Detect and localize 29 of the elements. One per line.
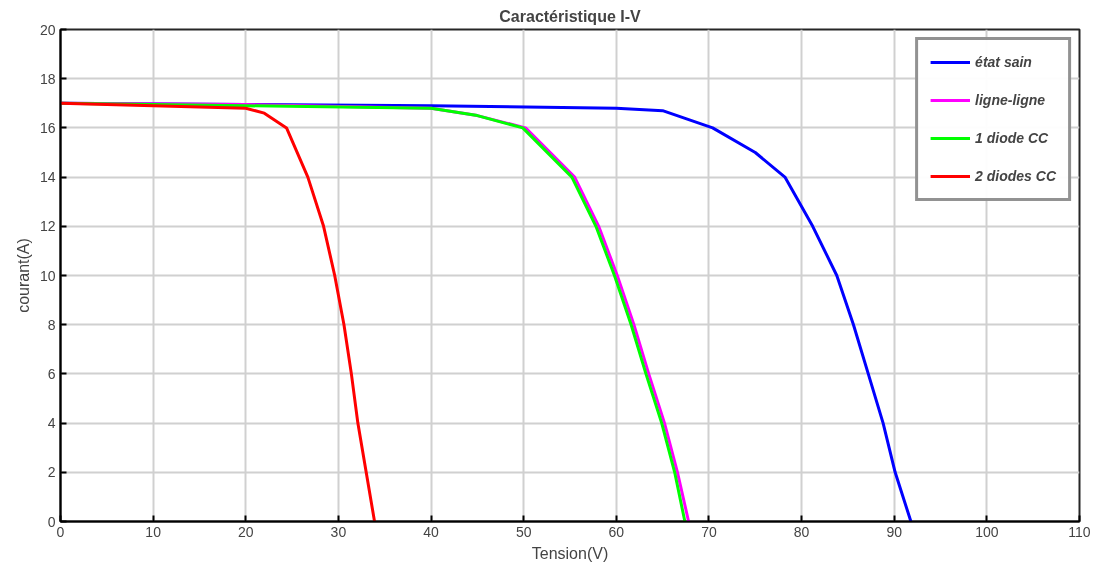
legend-label: 2 diodes CC [975,168,1056,184]
legend-label: ligne-ligne [975,92,1046,108]
y-tick-label: 2 [47,464,56,481]
x-tick-label: 40 [423,523,440,540]
legend-label: état sain [975,54,1032,70]
x-tick-label: 50 [515,523,532,540]
y-tick-label: 4 [47,415,56,432]
x-tick-label: 110 [1068,523,1091,540]
y-tick-label: 8 [47,316,56,333]
y-axis-title: courant(A) [14,238,32,313]
line-series [60,101,377,522]
y-tick-label: 6 [47,365,56,382]
y-tick-label: 20 [39,21,56,38]
y-tick-label: 14 [39,169,56,186]
y-tick-label: 18 [39,70,56,87]
y-tick-label: 16 [39,119,56,136]
x-axis-title: Tension(V) [531,544,609,562]
y-tick-label: 10 [39,267,56,284]
x-tick-label: 100 [975,523,999,540]
x-tick-label: 70 [701,523,717,540]
x-tick-label: 80 [793,523,810,540]
x-tick-label: 60 [608,523,625,540]
x-tick-label: 20 [237,523,254,540]
chart-title: Caractéristique I-V [499,7,642,25]
x-tick-label: 30 [330,523,347,540]
x-tick-label: 90 [886,523,903,540]
x-tick-label: 10 [145,523,162,540]
legend-label: 1 diode CC [975,130,1049,146]
y-tick-label: 12 [39,218,56,235]
